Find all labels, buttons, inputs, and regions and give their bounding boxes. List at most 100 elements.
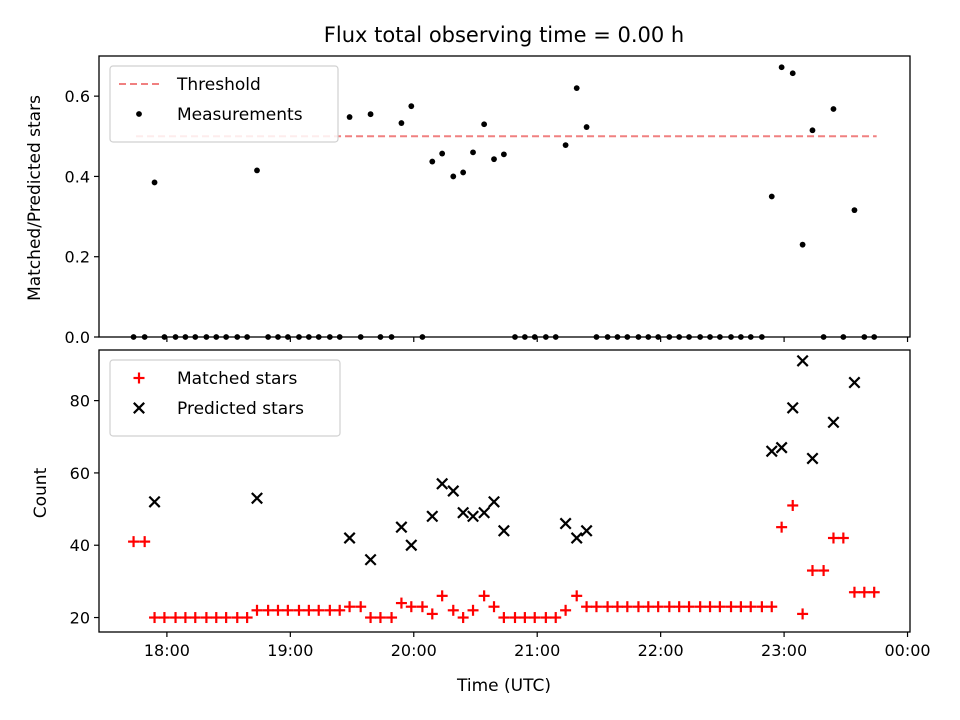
bottom-panel: 20 40 60 80 18:00 19:00 20:00 21:00 22:00 23:00 00…: [70, 349, 931, 660]
predicted-star-point: [343, 532, 356, 544]
matched-star-point: [581, 601, 593, 613]
measurement-point: [450, 173, 457, 180]
matched-star-point: [344, 601, 356, 613]
matched-star-point: [858, 586, 870, 598]
top-ytick-label: 0.0: [65, 328, 90, 347]
matched-star-point: [405, 601, 417, 613]
matched-star-point: [447, 604, 459, 616]
chart-title: Flux total observing time = 0.00 h: [324, 23, 684, 47]
measurement-point: [491, 156, 497, 163]
measurement-point: [367, 111, 374, 118]
predicted-star-point: [765, 445, 778, 458]
bottom-ytick-label: 20: [70, 609, 90, 628]
bottom-xtick-label: 19:00: [267, 641, 313, 660]
bottom-axes-frame: [98, 349, 911, 633]
matched-star-point: [519, 612, 531, 624]
matched-star-point: [550, 612, 562, 624]
legend-label: Measurements: [177, 105, 303, 125]
measurement-point: [830, 106, 837, 112]
matched-star-point: [766, 601, 778, 613]
matched-star-point: [714, 601, 726, 613]
top-panel: 0.0 0.2 0.4 0.6 Threshold Measurements: [65, 55, 911, 347]
matched-star-point: [827, 532, 839, 544]
predicted-star-point: [775, 441, 788, 454]
predicted-star-point: [148, 495, 161, 508]
measurement-point: [470, 149, 476, 156]
matched-star-point: [251, 604, 263, 616]
matched-star-point: [231, 612, 243, 624]
bottom-xtick-label: 00:00: [884, 641, 930, 660]
matched-star-point: [652, 601, 664, 613]
bottom-xtick-label: 23:00: [761, 641, 807, 660]
matched-star-point: [128, 536, 140, 548]
measurement-point: [481, 121, 488, 128]
matched-star-point: [426, 608, 438, 620]
matched-star-point: [632, 601, 644, 613]
predicted-star-point: [497, 524, 510, 537]
predicted-star-point: [786, 401, 799, 414]
predicted-star-point: [848, 376, 861, 389]
legend-matched-swatch: [133, 372, 145, 384]
measurement-point: [408, 103, 415, 110]
matched-star-point: [735, 601, 747, 613]
matched-star-point: [694, 601, 706, 613]
top-legend: Threshold Measurements: [109, 65, 339, 143]
measurement-point: [809, 127, 816, 134]
bottom-ytick-label: 60: [70, 464, 90, 483]
predicted-star-point: [447, 485, 460, 497]
measurement-point: [346, 114, 353, 120]
matched-star-point: [642, 601, 654, 613]
predicted-star-point: [570, 532, 583, 544]
matched-star-point: [478, 590, 490, 602]
matched-star-point: [776, 521, 788, 533]
top-axes-frame: [98, 55, 911, 338]
matched-star-point: [355, 601, 367, 613]
predicted-star-point: [796, 354, 809, 367]
matched-star-point: [395, 597, 407, 609]
matched-star-point: [436, 590, 448, 602]
bottom-xtick-label: 22:00: [638, 641, 684, 660]
matched-star-point: [590, 601, 602, 613]
measurement-point: [573, 85, 580, 92]
matched-star-point: [282, 604, 294, 616]
measurement-point: [778, 64, 785, 71]
bottom-ytick-label: 40: [70, 536, 90, 555]
predicted-star-point: [405, 539, 418, 552]
matched-star-point: [334, 604, 346, 616]
matched-star-point: [787, 499, 799, 511]
measurement-point: [254, 167, 260, 174]
matched-star-point: [704, 601, 716, 613]
matched-star-point: [189, 612, 201, 624]
predicted-star-point: [395, 521, 408, 534]
matched-star-point: [797, 608, 809, 620]
matched-star-point: [149, 612, 161, 624]
measurement-point: [562, 142, 569, 149]
matched-star-point: [571, 590, 583, 602]
measurement-point: [460, 169, 467, 176]
predicted-star-point: [806, 452, 819, 465]
predicted-star-point: [478, 506, 491, 519]
predicted-star-point: [580, 524, 593, 537]
matched-star-point: [848, 586, 860, 598]
predicted-star-point: [436, 477, 449, 490]
matched-star-point: [806, 565, 818, 577]
matched-star-point: [498, 612, 510, 624]
matched-star-point: [170, 612, 182, 624]
matched-star-point: [509, 612, 521, 624]
matched-star-point: [540, 612, 552, 624]
matched-star-point: [756, 601, 768, 613]
matched-star-point: [673, 601, 685, 613]
x-axis-label: Time (UTC): [456, 676, 551, 696]
matched-star-point: [683, 601, 695, 613]
bottom-ylabel: Count: [31, 467, 51, 518]
bottom-xtick-label: 18:00: [144, 641, 190, 660]
measurement-point: [583, 124, 590, 130]
bottom-ytick-label: 80: [70, 392, 90, 411]
matched-star-point: [210, 612, 222, 624]
matched-star-point: [560, 604, 572, 616]
top-ytick-label: 0.6: [65, 87, 90, 106]
legend-label: Predicted stars: [177, 399, 304, 419]
predicted-star-point: [488, 495, 500, 508]
matched-star-point: [621, 601, 633, 613]
